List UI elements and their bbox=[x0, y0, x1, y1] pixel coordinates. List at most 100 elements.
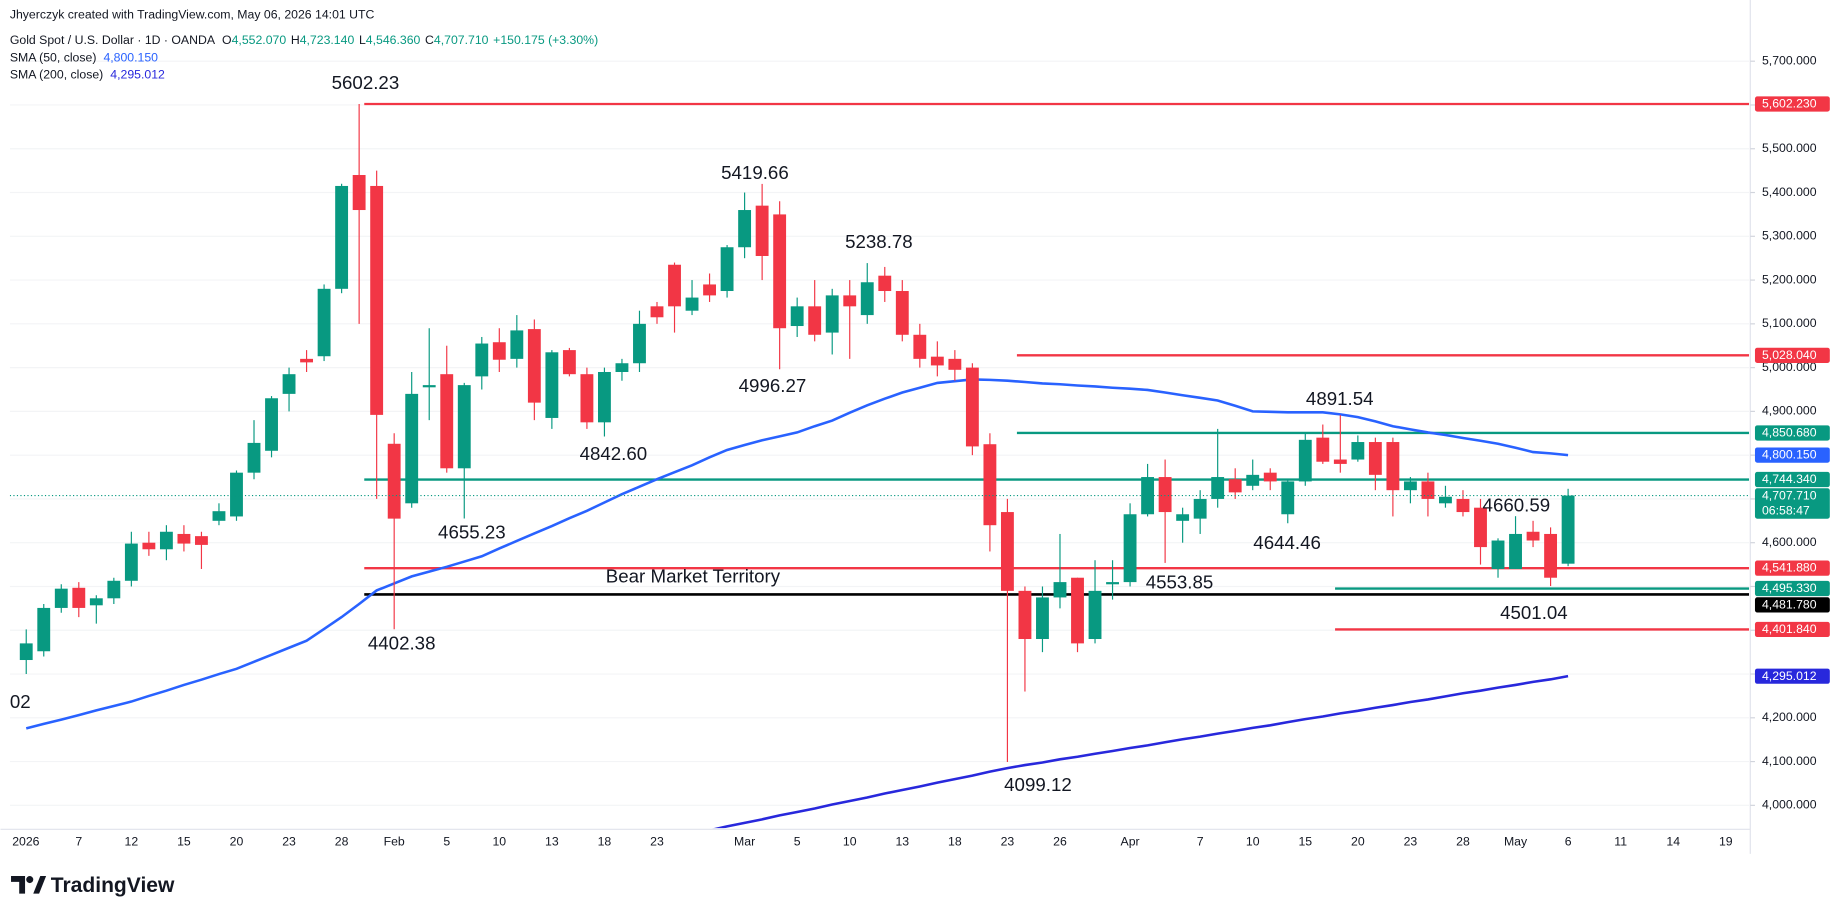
candle-body bbox=[1298, 439, 1312, 482]
candle-body bbox=[843, 295, 857, 307]
candle-body bbox=[1228, 479, 1242, 493]
price-annotation: 4402.38 bbox=[368, 632, 436, 653]
y-tick-label: 4,900.000 bbox=[1762, 404, 1817, 418]
y-tick-label: 5,200.000 bbox=[1762, 272, 1817, 286]
candle-body bbox=[1316, 437, 1330, 462]
candle-body bbox=[930, 356, 944, 366]
price-annotation: 4099.12 bbox=[1004, 774, 1072, 795]
price-badge-label: 4,707.710 bbox=[1762, 489, 1817, 503]
logo-icon-dot bbox=[26, 876, 34, 884]
logo-icon-slash bbox=[33, 876, 47, 894]
price-badge bbox=[1754, 347, 1830, 363]
candle-body bbox=[159, 531, 173, 550]
x-tick-label: 18 bbox=[598, 834, 612, 848]
candle-body bbox=[1544, 533, 1558, 578]
candle-body bbox=[615, 363, 629, 372]
candle-body bbox=[1281, 481, 1295, 515]
candle-body bbox=[598, 371, 611, 423]
x-tick-label: 7 bbox=[75, 834, 82, 848]
price-annotation: 5238.78 bbox=[845, 231, 913, 252]
candle-body bbox=[1491, 540, 1505, 569]
x-tick-label: 23 bbox=[1404, 834, 1418, 848]
logo-icon bbox=[11, 876, 26, 894]
x-tick-label: 15 bbox=[1298, 834, 1312, 848]
y-tick-label: 4,200.000 bbox=[1762, 710, 1817, 724]
candle-body bbox=[668, 264, 681, 307]
candle-body bbox=[580, 374, 594, 423]
x-tick-label: 20 bbox=[1351, 834, 1365, 848]
candle-body bbox=[317, 288, 331, 357]
y-tick-label: 5,500.000 bbox=[1762, 141, 1817, 155]
legend-sma-value: 4,800.150 bbox=[103, 51, 158, 65]
candle-body bbox=[1333, 459, 1347, 464]
candle-body bbox=[1509, 533, 1522, 569]
candle-body bbox=[370, 185, 384, 415]
candle-body bbox=[1000, 512, 1014, 591]
candle-body bbox=[755, 205, 769, 256]
x-tick-label: 10 bbox=[1246, 834, 1260, 848]
price-badge bbox=[1754, 447, 1830, 463]
candle-body bbox=[300, 358, 314, 363]
legend-sma: SMA (50, close) 4,800.150 bbox=[10, 51, 158, 65]
x-tick-label: May bbox=[1504, 834, 1528, 848]
ohlc-value: 4,546.360 bbox=[366, 33, 421, 47]
price-badge-label: 4,295.012 bbox=[1762, 669, 1817, 683]
ohlc-value: 4,723.140 bbox=[300, 33, 355, 47]
legend-sma: SMA (200, close) 4,295.012 bbox=[10, 68, 165, 82]
x-tick-label: 18 bbox=[948, 834, 962, 848]
candle-body bbox=[107, 580, 121, 599]
candle-body bbox=[1246, 474, 1260, 486]
candle-body bbox=[19, 643, 33, 661]
candle-body bbox=[983, 444, 997, 526]
candle-body bbox=[1421, 481, 1435, 499]
price-badge-label: 4,495.330 bbox=[1762, 581, 1817, 595]
x-tick-label: 28 bbox=[1456, 834, 1470, 848]
x-tick-label: 7 bbox=[1197, 834, 1204, 848]
candle-body bbox=[1368, 442, 1382, 475]
y-tick-label: 4,600.000 bbox=[1762, 535, 1817, 549]
candle-body bbox=[1403, 481, 1417, 491]
price-badge-label: 4,481.780 bbox=[1762, 597, 1817, 611]
candle-body bbox=[1211, 477, 1225, 499]
candle-body bbox=[1176, 514, 1190, 521]
price-badge bbox=[1754, 425, 1830, 441]
x-tick-label: 13 bbox=[545, 834, 559, 848]
x-tick-label: 23 bbox=[1001, 834, 1015, 848]
x-tick-label: 11 bbox=[1614, 834, 1627, 848]
ohlc-value: 4,552.070 bbox=[232, 33, 287, 47]
candle-body bbox=[405, 393, 419, 504]
plot-area bbox=[9, 60, 1750, 829]
candle-body bbox=[492, 342, 506, 360]
candle-body bbox=[247, 442, 261, 473]
price-annotation: 4660.59 bbox=[1483, 494, 1551, 515]
candle-body bbox=[1351, 442, 1365, 460]
candle-body bbox=[1071, 577, 1084, 644]
zone-label: Bear Market Territory bbox=[606, 566, 781, 587]
overlay-layer: 4,000.0004,100.0004,200.0004,300.0004,40… bbox=[10, 53, 1830, 848]
candle-body bbox=[352, 175, 366, 211]
candle-body bbox=[230, 472, 243, 517]
x-tick-label: 19 bbox=[1719, 834, 1733, 848]
price-annotation: 4655.23 bbox=[438, 521, 506, 542]
candle-body bbox=[1193, 498, 1207, 519]
legend-sma-name: SMA (200, close) bbox=[10, 68, 103, 82]
price-annotation: 5419.66 bbox=[721, 162, 789, 183]
candle-body bbox=[54, 588, 68, 608]
x-tick-label: 5 bbox=[443, 834, 450, 848]
candle-body bbox=[1018, 590, 1032, 640]
candle-body bbox=[1386, 442, 1400, 491]
price-badge bbox=[1754, 597, 1830, 613]
legend-sma-name: SMA (50, close) bbox=[10, 51, 97, 65]
legend-main: Gold Spot / U.S. Dollar · 1D · OANDA O4,5… bbox=[10, 33, 598, 47]
candle-body bbox=[790, 306, 804, 327]
price-badge-label: 4,541.880 bbox=[1762, 561, 1817, 575]
price-badge-label: 5,028.040 bbox=[1762, 348, 1817, 362]
price-badge bbox=[1754, 668, 1830, 684]
x-tick-label: 15 bbox=[177, 834, 191, 848]
candle-body bbox=[37, 607, 51, 652]
candle-body bbox=[965, 367, 979, 447]
price-badge bbox=[1754, 580, 1830, 597]
price-annotation: 4501.04 bbox=[1500, 602, 1568, 623]
price-badge-label: 4,401.840 bbox=[1762, 622, 1817, 636]
